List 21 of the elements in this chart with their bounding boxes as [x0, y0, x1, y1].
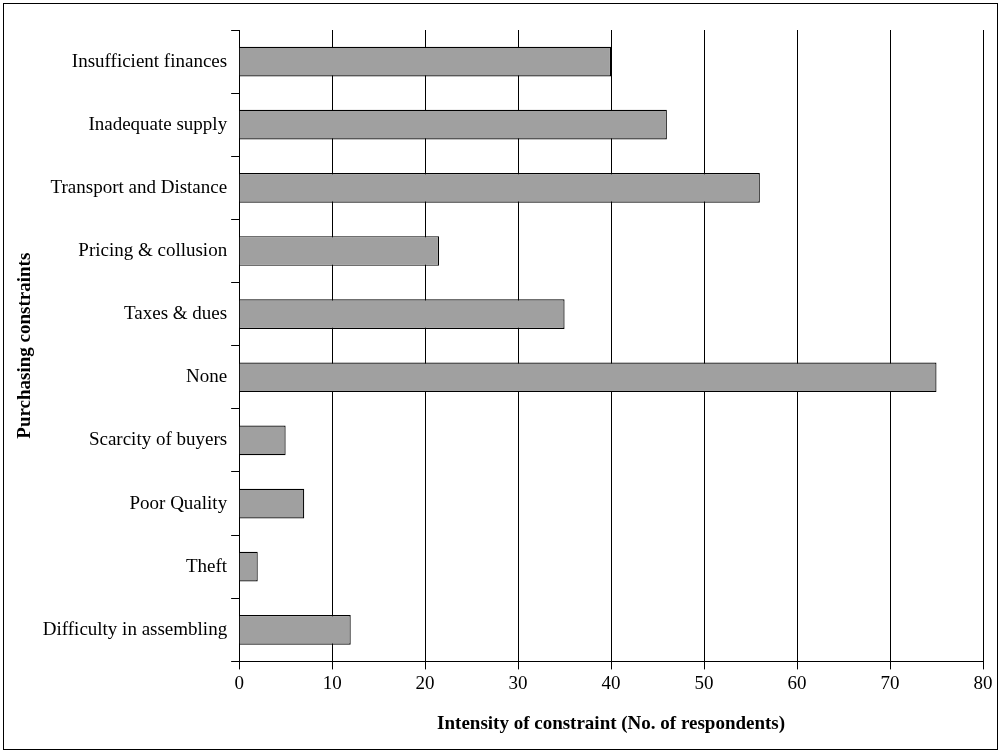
y-tick-label: Insufficient finances: [71, 49, 228, 71]
x-tick-label: 50: [694, 671, 714, 693]
y-tick-label: Transport and Distance: [50, 175, 228, 197]
x-axis-title: Intensity of constraint (No. of respondents): [437, 711, 786, 734]
x-tick-label: 70: [880, 671, 900, 693]
x-tick-label: 60: [787, 671, 807, 693]
x-tick-label: 40: [601, 671, 621, 693]
x-tick-label: 0: [234, 671, 244, 693]
y-tick-label: Poor Quality: [129, 491, 228, 513]
y-tick-label: Theft: [185, 554, 228, 576]
y-tick-label: None: [185, 365, 228, 387]
y-tick-label: Difficulty in assembling: [42, 617, 228, 639]
x-tick-label: 20: [415, 671, 435, 693]
y-tick-label: Scarcity of buyers: [88, 428, 228, 450]
y-axis-title: Purchasing constraints: [13, 252, 35, 439]
y-tick-label: Inadequate supply: [88, 112, 228, 134]
x-tick-label: 80: [973, 671, 993, 693]
y-tick-label: Taxes & dues: [123, 302, 228, 324]
x-tick-label: 30: [508, 671, 528, 693]
y-tick-label: Pricing & collusion: [78, 238, 228, 260]
x-tick-label: 10: [322, 671, 342, 693]
